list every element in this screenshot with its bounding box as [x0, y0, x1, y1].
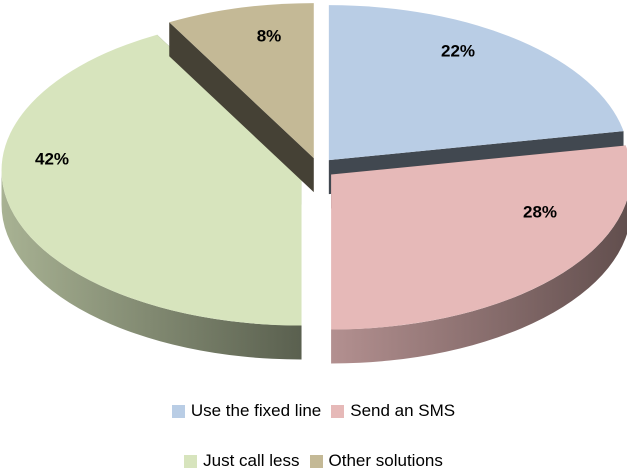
- pie-slice-other-solutions: [169, 3, 314, 193]
- pie-top-face-use-the-fixed-line: [328, 5, 624, 161]
- legend-row-2: Just call less Other solutions: [0, 451, 627, 471]
- legend-swatch-use-the-fixed-line: [171, 404, 185, 418]
- legend-item-other-solutions: Other solutions: [309, 451, 443, 471]
- pie-side-wall-other-solutions-0: [169, 22, 314, 193]
- legend-swatch-send-an-sms: [331, 404, 345, 418]
- pie-top-face-other-solutions: [169, 3, 314, 159]
- legend-swatch-just-call-less: [184, 454, 198, 468]
- legend-swatch-other-solutions: [309, 454, 323, 468]
- legend-label-just-call-less: Just call less: [203, 451, 300, 470]
- legend-label-send-an-sms: Send an SMS: [350, 401, 456, 420]
- pie-outer-wall-send-an-sms-0: [331, 199, 627, 364]
- pie-data-labels-group: 22% 28% 42% 8%: [35, 26, 557, 221]
- legend-label-use-the-fixed-line: Use the fixed line: [190, 401, 322, 420]
- pie-slices-group: [1, 3, 627, 364]
- legend-label-other-solutions: Other solutions: [328, 451, 443, 470]
- legend-row-1: Use the fixed line Send an SMS: [0, 401, 627, 421]
- data-label-send-an-sms: 28%: [523, 202, 557, 221]
- legend-item-just-call-less: Just call less: [184, 451, 300, 471]
- pie-outer-wall-just-call-less-0: [1, 170, 302, 360]
- pie-top-face-send-an-sms: [331, 145, 627, 330]
- pie-slice-send-an-sms: [331, 145, 627, 364]
- data-label-other-solutions: 8%: [257, 26, 282, 45]
- legend-item-send-an-sms: Send an SMS: [331, 401, 455, 421]
- data-label-use-the-fixed-line: 22%: [441, 41, 475, 60]
- data-label-just-call-less: 42%: [35, 149, 69, 168]
- legend-item-use-the-fixed-line: Use the fixed line: [171, 401, 322, 421]
